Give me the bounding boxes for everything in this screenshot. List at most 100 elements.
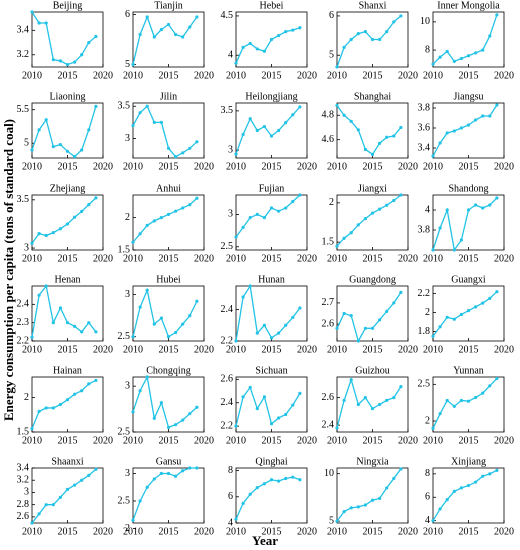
data-point [363, 147, 367, 152]
data-point [73, 215, 77, 219]
data-point [445, 49, 449, 54]
data-line [132, 197, 198, 243]
data-point [87, 128, 91, 132]
x-tick-label: 2015 [159, 253, 179, 264]
x-tick-label: 2015 [159, 161, 179, 172]
data-point [452, 404, 456, 408]
y-tick-label: 8 [425, 44, 430, 55]
data-point [452, 248, 456, 252]
y-tick-label: 2.5 [221, 241, 234, 252]
panel-title: Jilin [160, 91, 177, 102]
data-line [432, 104, 498, 157]
x-tick-label: 2010 [226, 70, 246, 81]
data-point [30, 241, 34, 245]
data-point [269, 336, 274, 340]
data-point [241, 225, 245, 229]
x-tick-label: 2020 [93, 161, 113, 172]
data-point [262, 482, 266, 486]
data-point [94, 330, 98, 334]
data-line [336, 468, 402, 522]
data-point [73, 155, 77, 159]
data-point [342, 510, 346, 514]
data-point [392, 301, 396, 305]
y-tick-label: 2.6 [322, 318, 335, 329]
x-tick-label: 2010 [423, 161, 443, 172]
data-point [342, 311, 346, 316]
y-tick-label: 3.2 [17, 475, 30, 486]
data-point [488, 203, 492, 207]
panel-title: Heilongjiang [245, 91, 297, 102]
panel: Inner Mongolia 8 10 2010 2015 2020 [420, 0, 514, 81]
data-point [65, 149, 70, 153]
y-tick-label: 2.6 [17, 511, 30, 522]
panel-title: Hebei [260, 0, 284, 11]
data-point [378, 402, 382, 407]
data-point [37, 21, 41, 25]
data-point [370, 498, 375, 502]
y-tick-label: 3.8 [418, 102, 431, 113]
data-point [188, 25, 192, 29]
data-point [255, 47, 259, 51]
data-point [94, 104, 98, 108]
x-tick-label: 2010 [123, 253, 143, 264]
data-point [80, 478, 84, 482]
panel-title: Xinjiang [451, 456, 486, 467]
x-tick-label: 2020 [398, 435, 418, 446]
x-tick-label: 2010 [423, 435, 443, 446]
data-point [181, 206, 185, 210]
data-point [87, 321, 91, 325]
data-point [452, 489, 456, 494]
panel-title: Jiangxi [358, 183, 387, 194]
panel-title: Guizhou [355, 365, 389, 376]
y-tick-label: 3.5 [118, 101, 131, 112]
panel: Hainan 1.5 2 2010 2015 2020 [17, 365, 114, 446]
x-tick-label: 2015 [159, 435, 179, 446]
data-point [459, 398, 463, 403]
y-tick-label: 1.8 [418, 326, 431, 337]
plot-frame [31, 467, 104, 524]
data-point [356, 223, 360, 227]
x-tick-label: 2015 [363, 526, 383, 537]
panel-title: Hubei [156, 274, 181, 285]
data-point [30, 148, 34, 152]
x-tick-label: 2020 [494, 526, 514, 537]
data-point [488, 384, 492, 388]
data-point [495, 13, 499, 17]
plot-frame [132, 194, 205, 251]
panel: Liaoning 5 5.5 2010 2015 2020 [17, 91, 114, 172]
y-tick-label: 2 [425, 415, 430, 426]
data-point [58, 402, 63, 407]
data-point [234, 152, 238, 156]
x-tick-label: 2020 [93, 70, 113, 81]
panel: Guangxi 1.8 2 2.2 2010 2015 2020 [418, 274, 515, 355]
data-point [481, 301, 485, 305]
data-point [73, 392, 77, 396]
data-line [235, 194, 301, 238]
data-point [174, 155, 178, 159]
data-point [145, 288, 149, 292]
plot-frame [235, 467, 308, 524]
y-tick-label: 2 [125, 212, 130, 223]
data-point [255, 128, 259, 133]
data-point [159, 471, 163, 476]
y-tick-label: 2.7 [322, 297, 335, 308]
data-point [131, 124, 135, 128]
data-point [378, 496, 382, 500]
x-tick-label: 2020 [494, 344, 514, 355]
data-point [284, 30, 288, 34]
data-point [363, 30, 367, 34]
x-tick-label: 2020 [398, 70, 418, 81]
data-point [145, 15, 149, 19]
data-point [131, 335, 135, 339]
x-tick-label: 2010 [226, 253, 246, 264]
x-tick-label: 2020 [194, 253, 214, 264]
x-tick-label: 2010 [327, 344, 347, 355]
data-point [277, 209, 281, 213]
y-tick-label: 3 [228, 144, 233, 155]
data-point [181, 469, 185, 473]
data-point [342, 45, 346, 49]
data-point [269, 478, 274, 482]
x-tick-label: 2020 [494, 70, 514, 81]
y-tick-label: 10 [324, 468, 334, 479]
x-tick-label: 2010 [327, 435, 347, 446]
